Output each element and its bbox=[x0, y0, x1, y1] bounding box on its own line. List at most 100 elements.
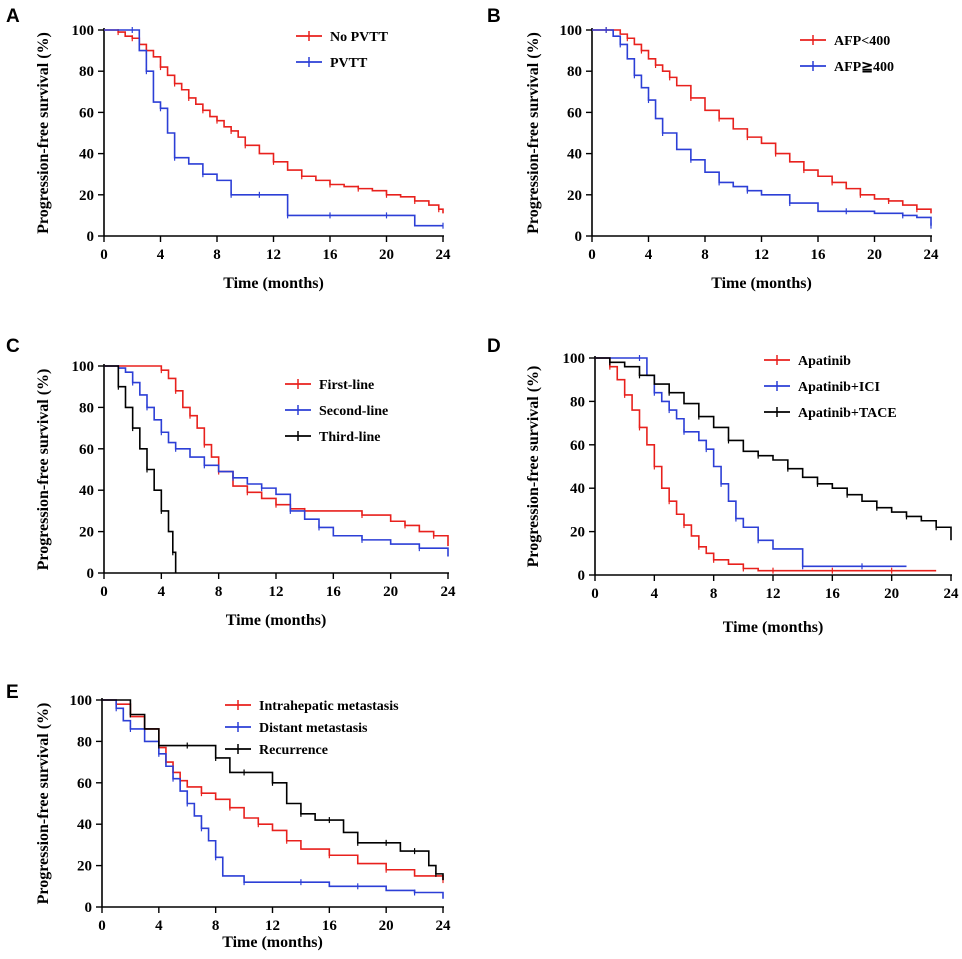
x-tick-label: 20 bbox=[884, 586, 899, 602]
x-tick-label: 16 bbox=[322, 918, 338, 934]
legend-label: Apatinib+TACE bbox=[798, 406, 897, 421]
x-tick-label: 12 bbox=[265, 918, 280, 934]
y-tick-label: 40 bbox=[567, 147, 582, 163]
x-tick-label: 12 bbox=[266, 247, 281, 263]
legend-label: AFP<400 bbox=[834, 34, 890, 49]
x-tick-label: 8 bbox=[710, 586, 718, 602]
series-line-apatinib-ici bbox=[595, 357, 907, 568]
x-tick-label: 8 bbox=[212, 918, 220, 934]
y-tick-label: 80 bbox=[570, 394, 585, 410]
y-tick-label: 0 bbox=[578, 568, 586, 584]
x-tick-label: 12 bbox=[766, 586, 781, 602]
y-tick-label: 80 bbox=[567, 64, 582, 80]
series-line-apatinib-tace bbox=[595, 357, 952, 541]
x-tick-label: 4 bbox=[158, 584, 166, 600]
x-tick-label: 0 bbox=[588, 247, 596, 263]
x-axis-title: Time (months) bbox=[723, 619, 824, 636]
series-line-no-pvtt bbox=[104, 29, 444, 214]
y-tick-label: 0 bbox=[85, 900, 93, 916]
x-tick-label: 12 bbox=[269, 584, 284, 600]
y-tick-label: 0 bbox=[87, 566, 95, 582]
panel-letter: D bbox=[487, 336, 501, 357]
y-axis-title: Progression-free survival (%) bbox=[525, 32, 542, 234]
x-tick-label: 8 bbox=[701, 247, 709, 263]
x-axis-title: Time (months) bbox=[223, 275, 324, 292]
y-tick-label: 40 bbox=[79, 483, 94, 499]
legend-label: AFP≧400 bbox=[834, 60, 894, 75]
y-tick-label: 100 bbox=[72, 359, 95, 375]
x-tick-label: 24 bbox=[944, 586, 960, 602]
x-tick-label: 16 bbox=[323, 247, 339, 263]
series-line-afp-400 bbox=[592, 29, 932, 214]
x-tick-label: 24 bbox=[436, 247, 452, 263]
y-tick-label: 60 bbox=[77, 776, 92, 792]
y-tick-label: 100 bbox=[563, 351, 586, 367]
x-tick-label: 0 bbox=[100, 247, 108, 263]
series-line-first-line bbox=[104, 365, 449, 547]
y-tick-label: 20 bbox=[570, 525, 585, 541]
x-tick-label: 20 bbox=[379, 918, 394, 934]
y-tick-label: 100 bbox=[72, 23, 95, 39]
x-tick-label: 24 bbox=[441, 584, 457, 600]
x-axis-title: Time (months) bbox=[222, 934, 323, 951]
y-tick-label: 40 bbox=[79, 147, 94, 163]
y-tick-label: 40 bbox=[77, 817, 92, 833]
x-tick-label: 24 bbox=[924, 247, 940, 263]
series-line-apatinib bbox=[595, 357, 937, 572]
x-tick-label: 20 bbox=[867, 247, 882, 263]
x-tick-label: 4 bbox=[157, 247, 165, 263]
y-tick-label: 60 bbox=[567, 105, 582, 121]
panel-b: B 0 20 40 60 80 100 0 4 8 12 16 20 24 Time (months) Pro… bbox=[487, 6, 939, 292]
x-tick-label: 0 bbox=[591, 586, 599, 602]
series-line-afp-400 bbox=[592, 29, 932, 226]
y-tick-label: 20 bbox=[77, 859, 92, 875]
legend-label: Apatinib bbox=[798, 354, 851, 369]
y-tick-label: 20 bbox=[79, 525, 94, 541]
x-axis-title: Time (months) bbox=[711, 275, 812, 292]
panel-a: A 0 20 40 60 80 100 0 4 8 12 16 20 24 Time (months) Pro… bbox=[6, 6, 451, 292]
y-axis-title: Progression-free survival (%) bbox=[525, 366, 542, 568]
x-tick-label: 20 bbox=[383, 584, 398, 600]
panel-letter: A bbox=[6, 6, 20, 27]
y-axis-title: Progression-free survival (%) bbox=[35, 32, 52, 234]
y-tick-label: 100 bbox=[560, 23, 583, 39]
series-line-distant-metastasis bbox=[102, 699, 444, 899]
series-line-second-line bbox=[104, 365, 449, 557]
y-axis-title: Progression-free survival (%) bbox=[35, 369, 52, 571]
y-tick-label: 60 bbox=[79, 442, 94, 458]
legend-label: Intrahepatic metastasis bbox=[259, 699, 399, 714]
legend-label: PVTT bbox=[330, 56, 368, 71]
panel-d: D 0 20 40 60 80 100 0 4 8 12 16 20 24 Time (months) Pro… bbox=[487, 336, 959, 636]
y-tick-label: 60 bbox=[79, 105, 94, 121]
x-tick-label: 16 bbox=[811, 247, 827, 263]
x-tick-label: 12 bbox=[754, 247, 769, 263]
panel-letter: C bbox=[6, 336, 20, 357]
x-tick-label: 16 bbox=[326, 584, 342, 600]
x-axis-title: Time (months) bbox=[226, 612, 327, 629]
y-tick-label: 80 bbox=[79, 64, 94, 80]
y-tick-label: 80 bbox=[79, 400, 94, 416]
y-tick-label: 80 bbox=[77, 734, 92, 750]
x-tick-label: 24 bbox=[436, 918, 452, 934]
x-tick-label: 8 bbox=[215, 584, 223, 600]
y-axis-title: Progression-free survival (%) bbox=[35, 703, 52, 905]
legend-label: Distant metastasis bbox=[259, 721, 368, 736]
y-tick-label: 20 bbox=[567, 188, 582, 204]
legend-label: Recurrence bbox=[259, 743, 328, 758]
panel-c: C 0 20 40 60 80 100 0 4 8 12 16 20 24 Time (months) Pro… bbox=[6, 336, 456, 629]
series-line-third-line bbox=[104, 365, 177, 573]
y-tick-label: 0 bbox=[87, 229, 95, 245]
x-tick-label: 4 bbox=[645, 247, 653, 263]
y-tick-label: 60 bbox=[570, 438, 585, 454]
x-tick-label: 0 bbox=[100, 584, 108, 600]
x-tick-label: 4 bbox=[651, 586, 659, 602]
x-tick-label: 16 bbox=[825, 586, 841, 602]
panel-letter: E bbox=[6, 682, 19, 703]
x-tick-label: 20 bbox=[379, 247, 394, 263]
y-tick-label: 100 bbox=[70, 693, 93, 709]
series-line-recurrence bbox=[102, 699, 444, 881]
series-line-pvtt bbox=[104, 29, 443, 227]
x-tick-label: 8 bbox=[213, 247, 221, 263]
legend-label: Third-line bbox=[319, 430, 380, 445]
